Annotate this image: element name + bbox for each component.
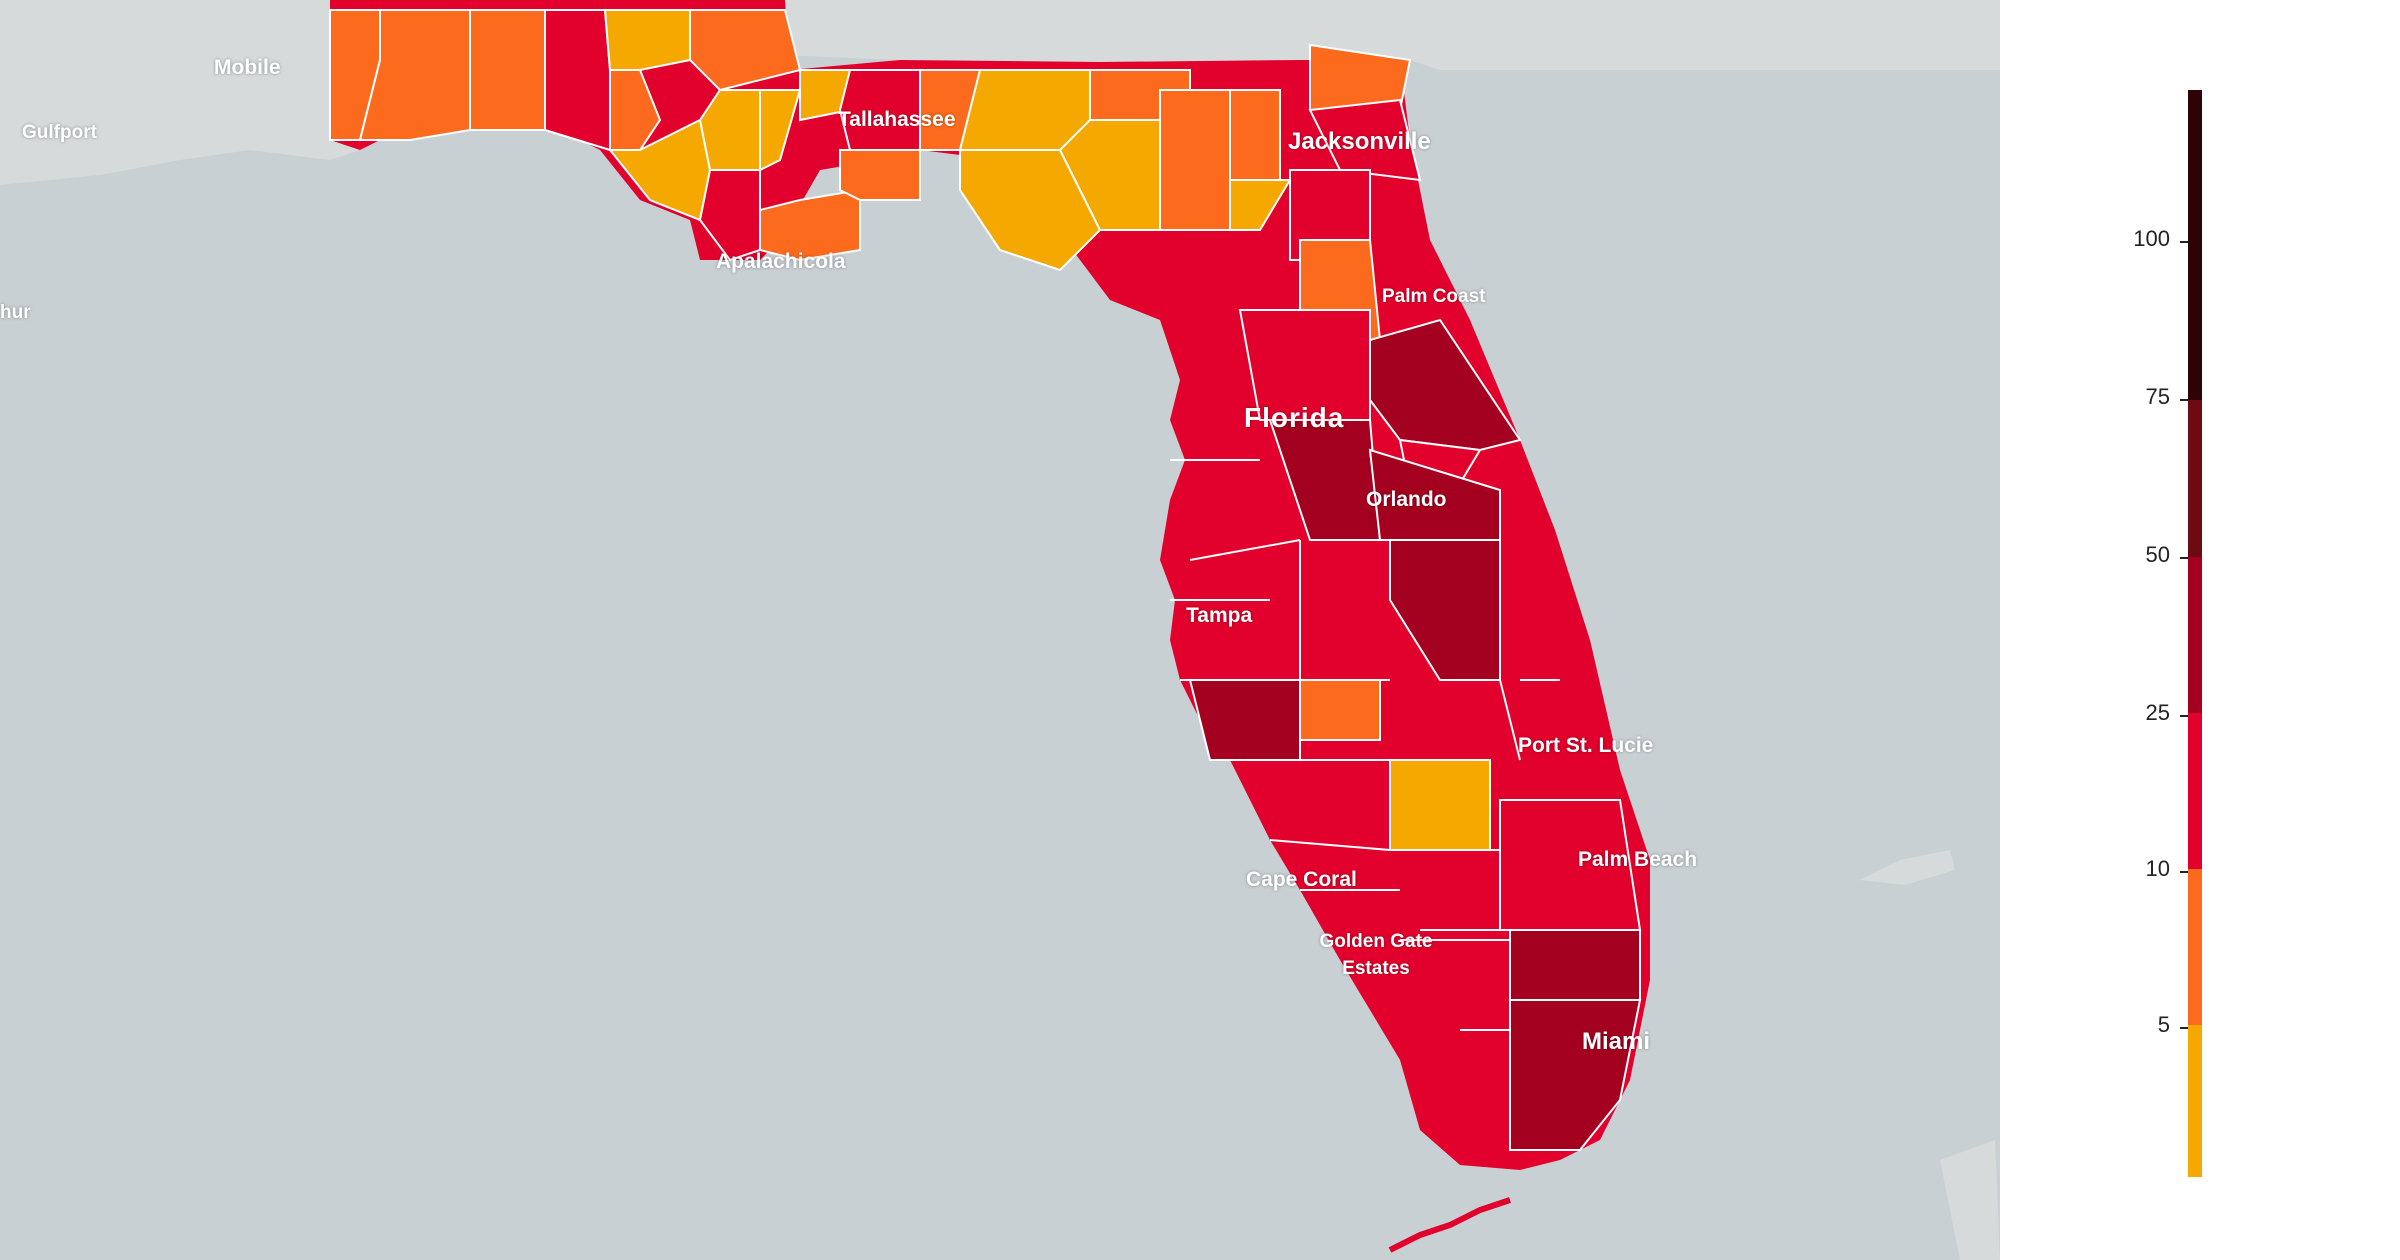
county-washington [609,69,662,151]
legend-bin-50-75 [2188,400,2202,557]
legend-bin-10-25 [2188,713,2202,869]
legend-bin-gt75 [2188,90,2202,400]
county-leon [838,69,921,151]
county-miami-dade [1509,999,1642,1151]
county-okaloosa [469,9,546,131]
legend-tick-label: 100 [2133,226,2170,251]
county-hardee [1299,679,1381,741]
legend-bin-lt5 [2188,1025,2202,1177]
county-jackson [689,9,802,92]
legend-bin-5-10 [2188,869,2202,1025]
county-franklin [759,188,861,262]
legend-tick-mark [2180,1027,2188,1029]
county-palm-beach [1499,799,1642,931]
florida-choropleth [0,0,2000,1260]
legend-tick-mark [2180,399,2188,401]
county-columbia [1159,89,1231,231]
florida-keys [1388,1197,1511,1253]
legend-tick-mark [2180,715,2188,717]
legend-tick-mark [2180,871,2188,873]
county-osceola [1389,539,1501,681]
legend-tick-label: 5 [2157,1012,2170,1037]
county-duval [1308,98,1422,182]
legend-tick-mark [2180,557,2188,559]
county-glades [1389,759,1491,851]
county-manatee-sarasota [1188,679,1301,761]
legend-tick-label: 75 [2145,384,2170,409]
county-suwannee [1058,119,1161,231]
legend-tick-mark [2180,241,2188,243]
county-gulf [698,169,761,262]
county-liberty [759,89,802,172]
county-walton [544,9,611,152]
legend-tick-label: 50 [2145,542,2170,567]
county-union-bradford [1229,179,1292,231]
bahamas-island [1940,1140,2000,1260]
county-broward [1509,929,1641,1001]
bahamas-island [1860,850,1955,885]
county-madison [958,69,1091,151]
county-baker [1229,89,1281,181]
legend-bin-25-50 [2188,557,2202,713]
legend-tick-label: 25 [2145,700,2170,725]
map-canvas[interactable]: Mobile Gulfport hur Tallahassee Jacksonv… [0,0,2000,1260]
county-volusia [1369,318,1522,452]
alabama-coast [0,110,360,185]
county-lines [1170,459,1560,1031]
county-wakulla [839,149,921,201]
legend-tick-label: 10 [2145,856,2170,881]
county-marion [1238,309,1371,421]
county-holmes [603,9,691,71]
